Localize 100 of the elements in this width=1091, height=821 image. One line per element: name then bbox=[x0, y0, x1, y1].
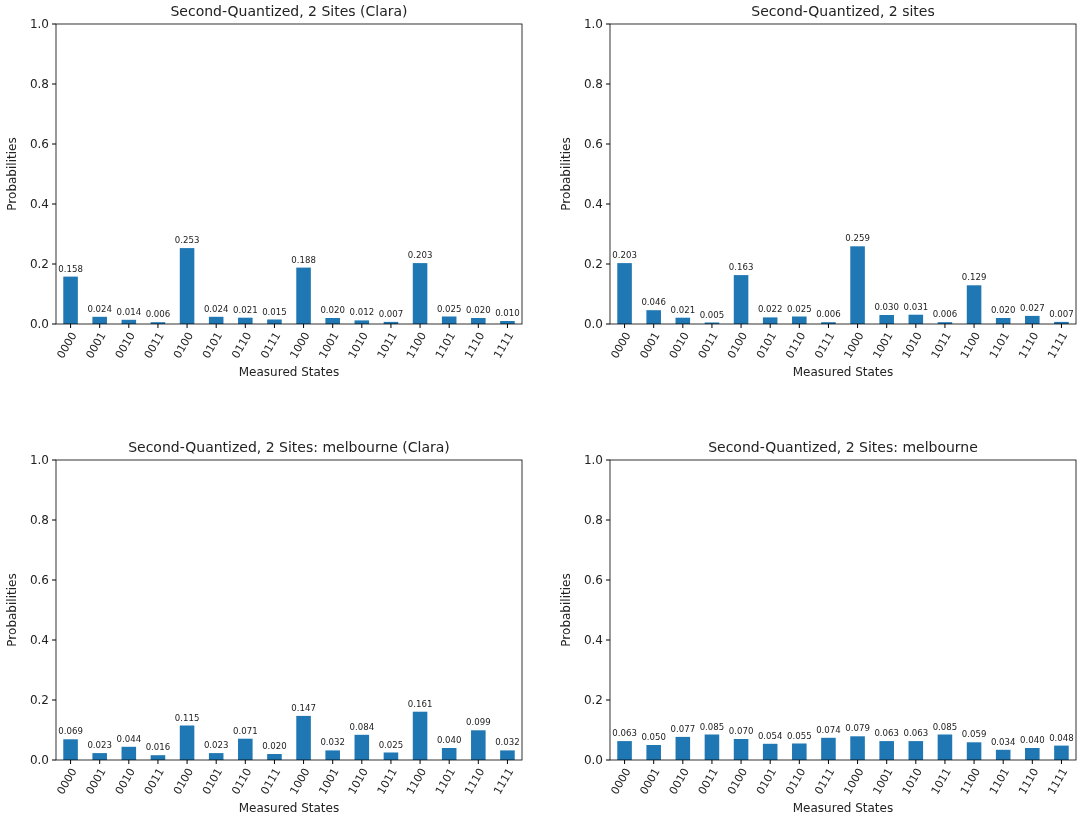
data-label: 0.253 bbox=[174, 235, 200, 246]
y-tick-label: 0.6 bbox=[29, 573, 49, 588]
y-tick-label: 0.4 bbox=[583, 633, 603, 648]
data-label: 0.020 bbox=[466, 305, 491, 315]
data-label: 0.006 bbox=[932, 309, 958, 320]
y-tick-label: 1.0 bbox=[583, 453, 603, 468]
data-label: 0.115 bbox=[174, 712, 200, 723]
y-tick-label: 0.8 bbox=[29, 77, 49, 92]
data-label: 0.007 bbox=[378, 308, 404, 319]
y-axis-title: Probabilities bbox=[559, 573, 573, 647]
y-tick-label: 0.2 bbox=[29, 257, 49, 272]
data-label: 0.024 bbox=[87, 303, 112, 314]
data-label: 0.099 bbox=[466, 717, 491, 728]
data-label: 0.006 bbox=[145, 309, 171, 320]
chart-title: Second-Quantized, 2 Sites: melbourne (Clara) bbox=[128, 439, 450, 455]
data-label: 0.021 bbox=[233, 304, 258, 315]
data-label: 0.059 bbox=[961, 729, 987, 740]
y-tick-label: 1.0 bbox=[583, 17, 603, 32]
chart-title: Second-Quantized, 2 Sites: melbourne bbox=[708, 439, 978, 455]
data-label: 0.014 bbox=[116, 306, 142, 317]
data-label: 0.077 bbox=[670, 723, 696, 734]
data-label: 0.203 bbox=[407, 250, 433, 261]
data-label: 0.084 bbox=[349, 721, 375, 732]
data-label: 0.020 bbox=[990, 305, 1016, 315]
x-axis-title: Measured States bbox=[238, 365, 340, 379]
data-label: 0.259 bbox=[845, 233, 870, 244]
data-label: 0.069 bbox=[58, 726, 83, 737]
data-label: 0.040 bbox=[1020, 735, 1045, 745]
data-label: 0.015 bbox=[262, 306, 287, 317]
data-label: 0.055 bbox=[787, 730, 812, 741]
data-label: 0.063 bbox=[903, 728, 929, 739]
chart-title: Second-Quantized, 2 Sites (Clara) bbox=[170, 3, 408, 19]
data-label: 0.129 bbox=[961, 272, 987, 283]
x-axis-title: Measured States bbox=[792, 365, 894, 379]
data-label: 0.010 bbox=[495, 308, 520, 318]
y-tick-label: 0.8 bbox=[29, 513, 49, 528]
y-tick-label: 0.4 bbox=[583, 197, 603, 212]
data-label: 0.071 bbox=[233, 725, 258, 736]
data-label: 0.203 bbox=[612, 250, 637, 261]
y-tick-label: 1.0 bbox=[29, 453, 49, 468]
data-label: 0.025 bbox=[436, 303, 462, 314]
y-tick-label: 0.0 bbox=[29, 317, 49, 332]
data-label: 0.085 bbox=[699, 721, 725, 732]
data-label: 0.063 bbox=[874, 728, 899, 739]
data-label: 0.161 bbox=[407, 698, 433, 709]
data-label: 0.063 bbox=[612, 728, 637, 739]
y-tick-label: 0.6 bbox=[29, 137, 49, 152]
data-label: 0.074 bbox=[816, 724, 841, 735]
data-label: 0.158 bbox=[58, 263, 83, 274]
y-tick-label: 0.4 bbox=[29, 633, 49, 648]
data-label: 0.079 bbox=[845, 723, 870, 734]
data-label: 0.040 bbox=[436, 735, 462, 745]
data-label: 0.044 bbox=[116, 733, 142, 744]
data-label: 0.023 bbox=[87, 740, 112, 751]
data-label: 0.032 bbox=[495, 737, 520, 748]
y-tick-label: 0.0 bbox=[583, 317, 603, 332]
data-label: 0.050 bbox=[641, 732, 666, 742]
data-label: 0.022 bbox=[757, 304, 783, 315]
data-label: 0.024 bbox=[203, 303, 229, 314]
data-label: 0.005 bbox=[699, 309, 725, 320]
data-label: 0.007 bbox=[1049, 308, 1074, 319]
data-label: 0.020 bbox=[320, 305, 345, 315]
data-label: 0.021 bbox=[670, 304, 696, 315]
y-tick-label: 0.8 bbox=[583, 513, 603, 528]
data-label: 0.085 bbox=[932, 721, 958, 732]
y-tick-label: 0.2 bbox=[583, 257, 603, 272]
data-label: 0.046 bbox=[641, 297, 666, 308]
y-axis-title: Probabilities bbox=[5, 573, 19, 647]
y-axis-title: Probabilities bbox=[559, 137, 573, 211]
data-label: 0.027 bbox=[1020, 302, 1045, 313]
data-label: 0.031 bbox=[903, 301, 929, 312]
y-tick-label: 0.8 bbox=[583, 77, 603, 92]
x-axis-title: Measured States bbox=[238, 801, 340, 815]
y-tick-label: 1.0 bbox=[29, 17, 49, 32]
y-tick-label: 0.6 bbox=[583, 137, 603, 152]
data-label: 0.020 bbox=[262, 741, 287, 751]
data-label: 0.030 bbox=[874, 302, 899, 312]
data-label: 0.023 bbox=[203, 740, 229, 751]
y-tick-label: 0.6 bbox=[583, 573, 603, 588]
y-tick-label: 0.4 bbox=[29, 197, 49, 212]
data-label: 0.070 bbox=[728, 726, 754, 736]
data-label: 0.163 bbox=[728, 262, 754, 273]
data-label: 0.188 bbox=[291, 254, 316, 265]
y-tick-label: 0.0 bbox=[583, 753, 603, 768]
data-label: 0.032 bbox=[320, 737, 345, 748]
y-tick-label: 0.2 bbox=[583, 693, 603, 708]
y-tick-label: 0.0 bbox=[29, 753, 49, 768]
data-label: 0.034 bbox=[990, 736, 1016, 747]
y-tick-label: 0.2 bbox=[29, 693, 49, 708]
chart-title: Second-Quantized, 2 sites bbox=[751, 3, 935, 19]
data-label: 0.012 bbox=[349, 307, 375, 318]
data-label: 0.025 bbox=[787, 303, 812, 314]
data-label: 0.054 bbox=[757, 730, 783, 741]
y-axis-title: Probabilities bbox=[5, 137, 19, 211]
data-label: 0.025 bbox=[378, 739, 404, 750]
data-label: 0.006 bbox=[816, 309, 841, 320]
data-label: 0.016 bbox=[145, 742, 171, 753]
data-label: 0.147 bbox=[291, 702, 316, 713]
data-label: 0.048 bbox=[1049, 732, 1074, 743]
x-axis-title: Measured States bbox=[792, 801, 894, 815]
